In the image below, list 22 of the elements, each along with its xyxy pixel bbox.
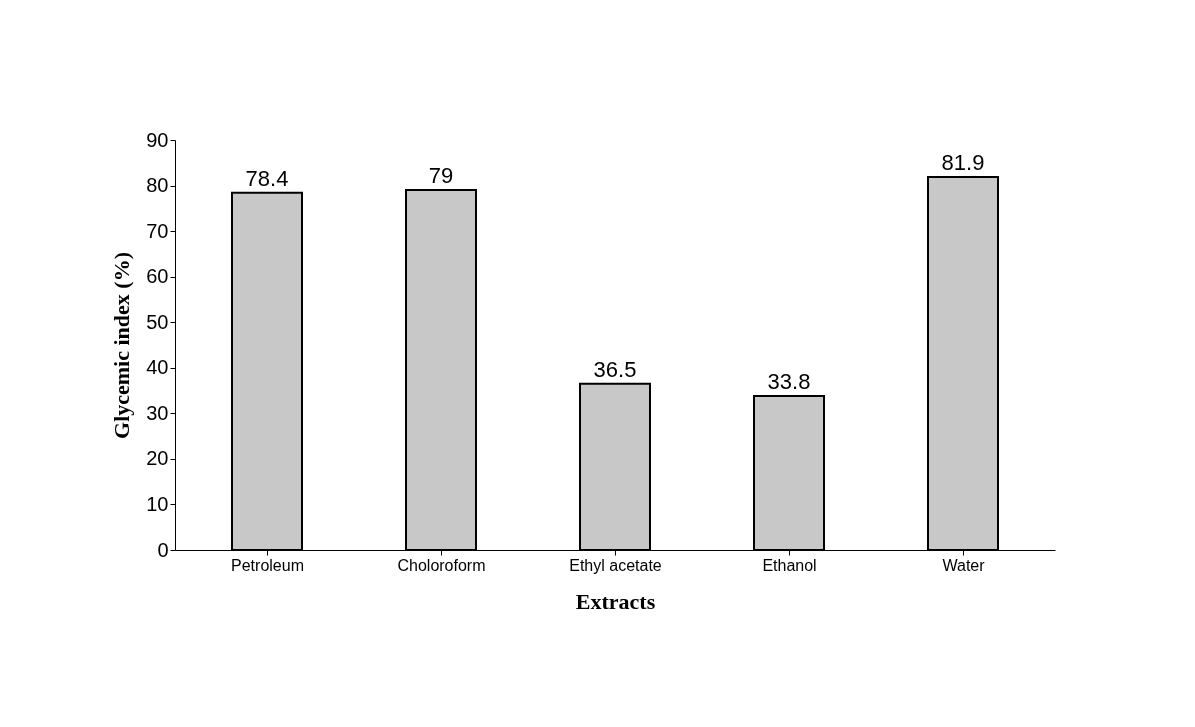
x-tick-label: Ethyl acetate: [569, 556, 662, 574]
y-tick-label: 50: [146, 310, 169, 333]
y-tick-label: 90: [146, 128, 169, 151]
data-label: 36.5: [593, 356, 637, 382]
y-tick-label: 0: [157, 538, 169, 561]
y-tick-label: 60: [146, 265, 169, 288]
data-label: 33.8: [767, 369, 811, 395]
data-label: 81.9: [941, 149, 985, 175]
x-tick-label: Petroleum: [231, 556, 304, 574]
y-tick-label: 30: [146, 401, 169, 424]
y-tick-label: 20: [146, 447, 169, 470]
y-axis-title: Glycemic index (%): [109, 252, 135, 439]
data-label: 78.4: [245, 165, 289, 191]
x-tick-label: Ethanol: [762, 556, 817, 574]
y-tick-label: 80: [146, 174, 169, 197]
y-tick-label: 70: [146, 219, 169, 242]
x-tick-label: Choloroform: [397, 556, 486, 574]
data-label: 79: [428, 163, 454, 189]
x-axis-title: Extracts: [575, 588, 656, 614]
x-tick-label: Water: [942, 556, 986, 574]
y-tick-label: 40: [146, 356, 169, 379]
y-tick-label: 10: [146, 492, 169, 515]
